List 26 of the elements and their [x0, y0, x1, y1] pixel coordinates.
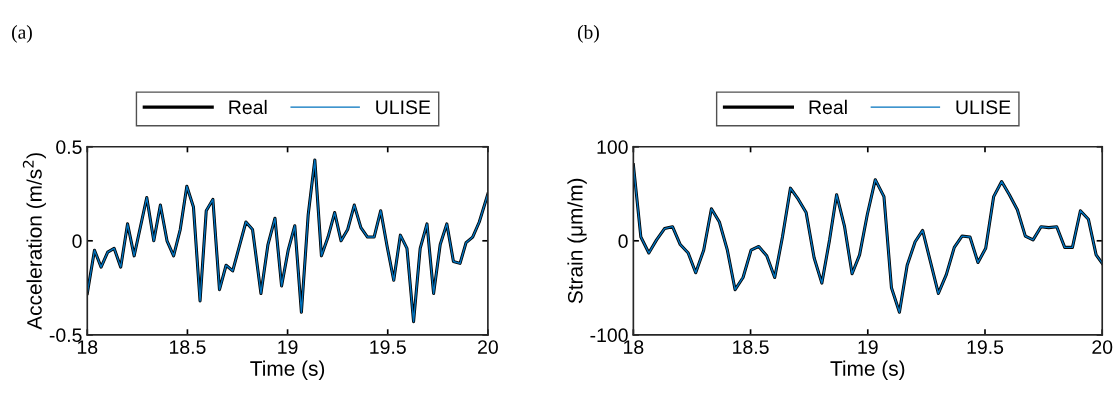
- legend-label: Real: [809, 99, 847, 115]
- x-tick-label: 18.5: [733, 340, 769, 354]
- y-tick-label: 100: [597, 140, 628, 154]
- x-tick-label: 20: [1092, 340, 1113, 354]
- y-axis-title: Strain (μm/m): [567, 178, 587, 304]
- chart-title: (a): [12, 25, 32, 43]
- y-axis-title: Acceleration (m/s$^{2}$): [22, 153, 46, 330]
- x-axis-title: Time (s): [250, 360, 325, 381]
- x-tick-label: 18: [624, 340, 644, 354]
- x-tick-label: 19: [278, 340, 298, 354]
- x-tick-label: 19.5: [370, 340, 406, 354]
- x-axis-title: Time (s): [830, 360, 905, 381]
- legend-label: Real: [229, 99, 267, 115]
- y-tick-label: 0.5: [56, 140, 82, 154]
- legend-label: ULISE: [376, 100, 431, 115]
- x-tick-label: 18: [77, 340, 98, 354]
- y-tick-label: 0: [72, 234, 82, 249]
- y-tick-label: -100: [590, 328, 628, 343]
- y-tick-label: 0: [618, 234, 628, 249]
- x-tick-label: 18.5: [169, 340, 206, 354]
- y-tick-label: -0.5: [49, 328, 82, 343]
- legend-label: ULISE: [956, 100, 1011, 115]
- chart-title: (b): [577, 25, 599, 43]
- x-tick-label: 20: [478, 340, 498, 354]
- x-tick-label: 19: [858, 340, 878, 354]
- x-tick-label: 19.5: [967, 340, 1004, 354]
